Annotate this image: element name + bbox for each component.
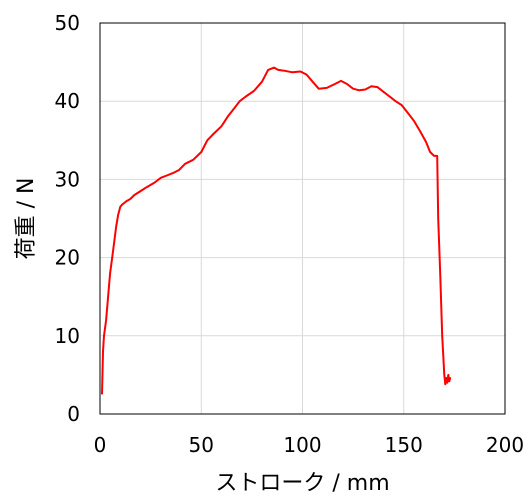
series-layer: [101, 66, 452, 395]
y-tick-labels: 0 10 20 30 40 50: [55, 11, 80, 426]
y-axis-title: 荷重 / N: [14, 178, 39, 260]
y-tick-label: 20: [55, 246, 80, 270]
y-tick-label: 50: [55, 11, 80, 35]
y-tick-label: 10: [55, 324, 80, 348]
x-tick-label: 150: [385, 433, 423, 457]
x-tick-label: 0: [94, 433, 107, 457]
series-line: [101, 66, 452, 395]
plot-frame: [99, 22, 506, 415]
x-tick-label: 50: [189, 433, 214, 457]
x-tick-label: 200: [486, 433, 524, 457]
x-axis-title: ストローク / mm: [215, 471, 389, 496]
x-tick-label: 100: [283, 433, 321, 457]
x-tick-labels: 0 50 100 150 200: [94, 433, 524, 457]
y-tick-label: 40: [55, 89, 80, 113]
y-tick-label: 0: [67, 402, 80, 426]
y-tick-label: 30: [55, 167, 80, 191]
